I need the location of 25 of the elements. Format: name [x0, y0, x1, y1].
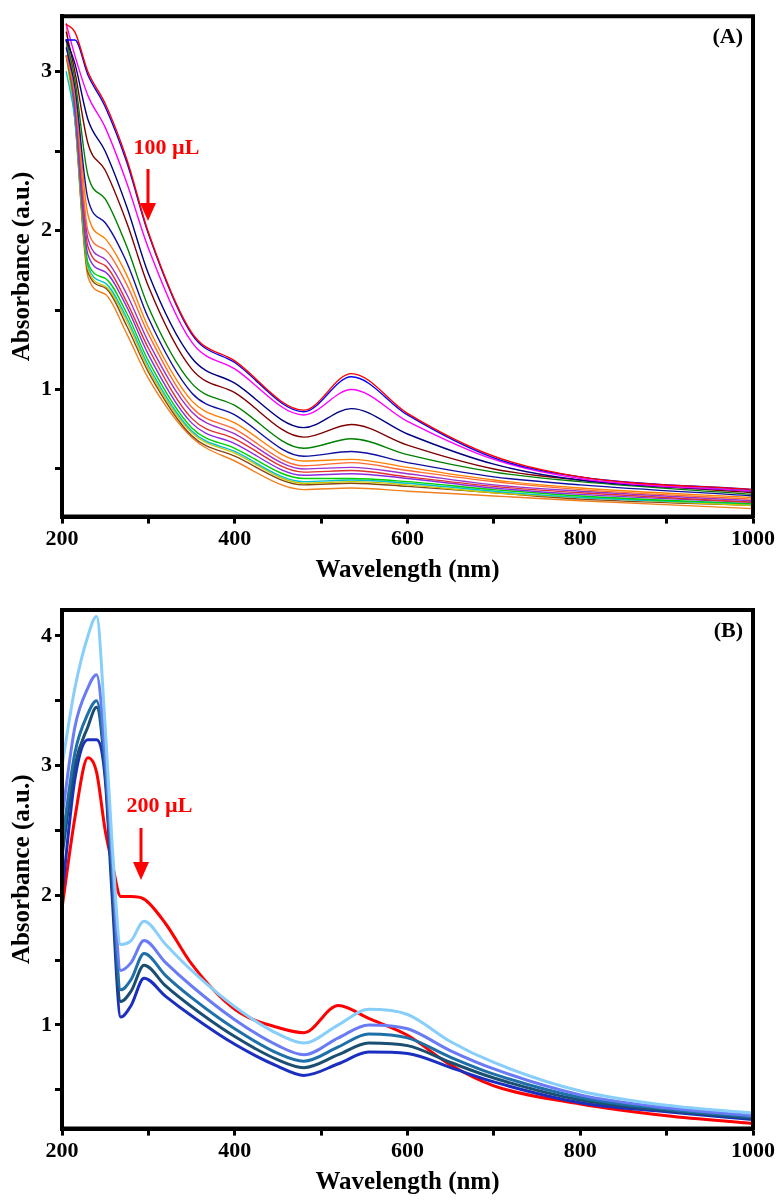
x-tick-label: 800: [563, 525, 597, 551]
x-tick-label: 600: [391, 1137, 424, 1163]
y-tick-label: 1: [41, 1010, 52, 1036]
annotation: 200 µL: [126, 792, 193, 818]
annotation: (A): [712, 22, 743, 48]
x-tick-label: 200: [45, 1137, 79, 1163]
x-tick-label: 200: [45, 525, 79, 551]
y-axis-title: Absorbance (a.u.): [7, 774, 36, 965]
y-tick-label: 1: [41, 375, 52, 401]
y-axis-title: Absorbance (a.u.): [7, 171, 36, 362]
x-tick-label: 600: [391, 525, 424, 551]
x-tick-label: 400: [218, 1137, 252, 1163]
y-tick-label: 3: [41, 751, 52, 777]
x-axis-title: Wavelength (nm): [315, 555, 500, 584]
y-tick-label: 3: [41, 57, 52, 83]
y-tick-label: 2: [41, 216, 52, 242]
y-tick-label: 4: [41, 621, 52, 647]
annotation: 100 µL: [133, 134, 200, 160]
y-tick-label: 2: [41, 880, 52, 906]
x-tick-label: 400: [218, 525, 252, 551]
x-axis-title: Wavelength (nm): [315, 1167, 500, 1196]
x-tick-label: 800: [563, 1137, 597, 1163]
x-tick-label: 1000: [731, 1137, 775, 1163]
annotation: (B): [713, 616, 743, 642]
x-tick-label: 1000: [731, 525, 775, 551]
